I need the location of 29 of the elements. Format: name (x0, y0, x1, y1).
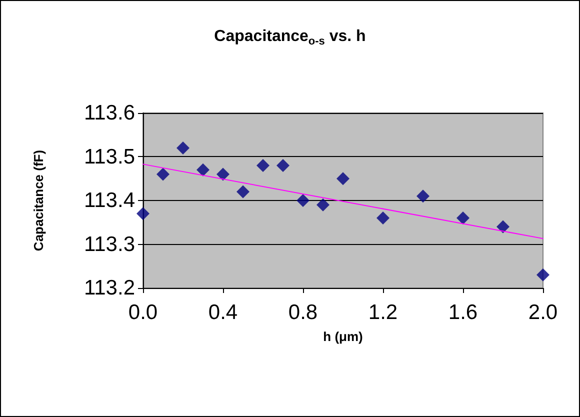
x-tick-label: 1.2 (368, 301, 398, 324)
point (536, 268, 550, 282)
point (176, 142, 190, 154)
point (336, 172, 350, 186)
x-tick-label: 0.8 (288, 301, 318, 324)
point (136, 207, 150, 220)
y-tick-label: 113.4 (84, 189, 136, 212)
x-tick-label: 2.0 (528, 301, 558, 324)
point (276, 159, 290, 172)
point (196, 163, 210, 176)
y-tick-label: 113.6 (84, 102, 135, 124)
point (496, 220, 510, 234)
x-tick-label: 1.6 (448, 301, 478, 324)
x-tick-label: 0.0 (128, 301, 158, 324)
x-tick-label: 0.4 (208, 301, 238, 324)
point (296, 194, 310, 207)
y-tick-label: 113.3 (84, 232, 135, 256)
point (216, 168, 230, 181)
point (416, 190, 430, 203)
point (456, 212, 470, 224)
point (376, 212, 390, 224)
point (156, 168, 170, 181)
point (236, 185, 250, 198)
point (256, 159, 270, 172)
y-tick-label: 113.2 (84, 276, 135, 300)
y-axis-title: Capacitance (fF) (31, 150, 46, 252)
x-axis-title: h (μm) (323, 329, 363, 344)
point (316, 198, 330, 212)
y-tick-label: 113.5 (84, 145, 135, 168)
